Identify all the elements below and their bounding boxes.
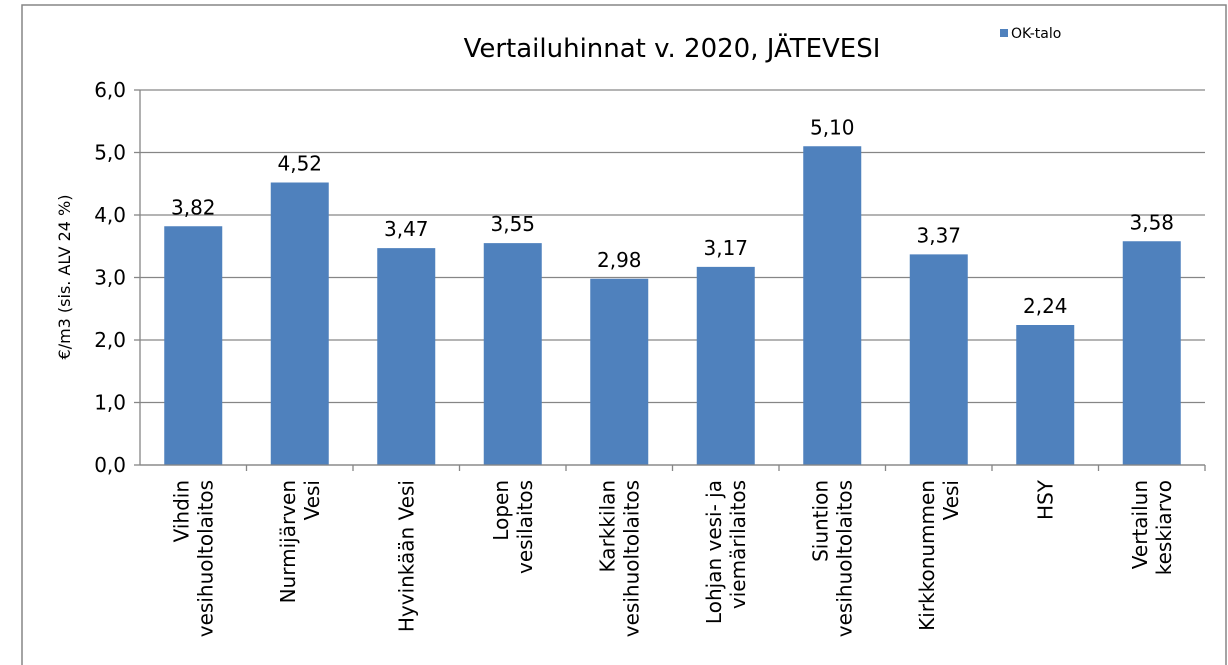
y-tick-label: 1,0: [94, 391, 126, 415]
bar: [909, 254, 968, 465]
value-label: 3,37: [916, 223, 961, 247]
x-tick-label: NurmijärvenVesi: [276, 480, 324, 603]
bar: [803, 146, 862, 465]
y-axis-label: €/m3 (sis. ALV 24 %): [55, 195, 74, 360]
value-label: 2,98: [597, 248, 642, 272]
bar: [1016, 325, 1075, 465]
y-tick-label: 4,0: [94, 203, 126, 227]
value-label: 4,52: [277, 152, 322, 176]
legend-swatch: [1000, 29, 1008, 37]
value-label: 3,47: [384, 217, 429, 241]
x-tick-label: Vertailunkeskiarvo: [1128, 480, 1176, 575]
bar: [483, 243, 542, 465]
x-tick-label: Lohjan vesi- javiemärilaitos: [702, 480, 750, 624]
value-label: 5,10: [810, 115, 855, 139]
value-label: 3,17: [703, 236, 748, 260]
bar: [590, 278, 649, 465]
x-tick-label: HSY: [1033, 479, 1057, 520]
bar: [696, 266, 755, 465]
value-label: 3,58: [1129, 210, 1174, 234]
chart-title: Vertailuhinnat v. 2020, JÄTEVESI: [464, 32, 881, 64]
bar: [270, 182, 329, 465]
y-tick-label: 0,0: [94, 453, 126, 477]
value-label: 3,55: [490, 212, 535, 236]
x-tick-label: Vihdinvesihuoltolaitos: [169, 480, 217, 637]
bar: [377, 248, 436, 465]
x-tick-label: Hyvinkään Vesi: [394, 480, 418, 632]
x-tick-label: Karkkilanvesihuoltolaitos: [595, 480, 643, 637]
legend-label: OK-talo: [1011, 26, 1061, 42]
bar: [1122, 241, 1181, 465]
y-tick-label: 6,0: [94, 78, 126, 102]
y-tick-label: 5,0: [94, 141, 126, 165]
value-label: 2,24: [1023, 294, 1068, 318]
value-label: 3,82: [171, 195, 216, 219]
y-tick-label: 3,0: [94, 266, 126, 290]
x-tick-label: Siuntionvesihuoltolaitos: [808, 480, 856, 637]
y-tick-label: 2,0: [94, 328, 126, 352]
x-tick-label: Lopenvesilaitos: [489, 480, 537, 574]
bar: [164, 226, 223, 465]
x-tick-label: KirkkonummenVesi: [915, 480, 963, 631]
